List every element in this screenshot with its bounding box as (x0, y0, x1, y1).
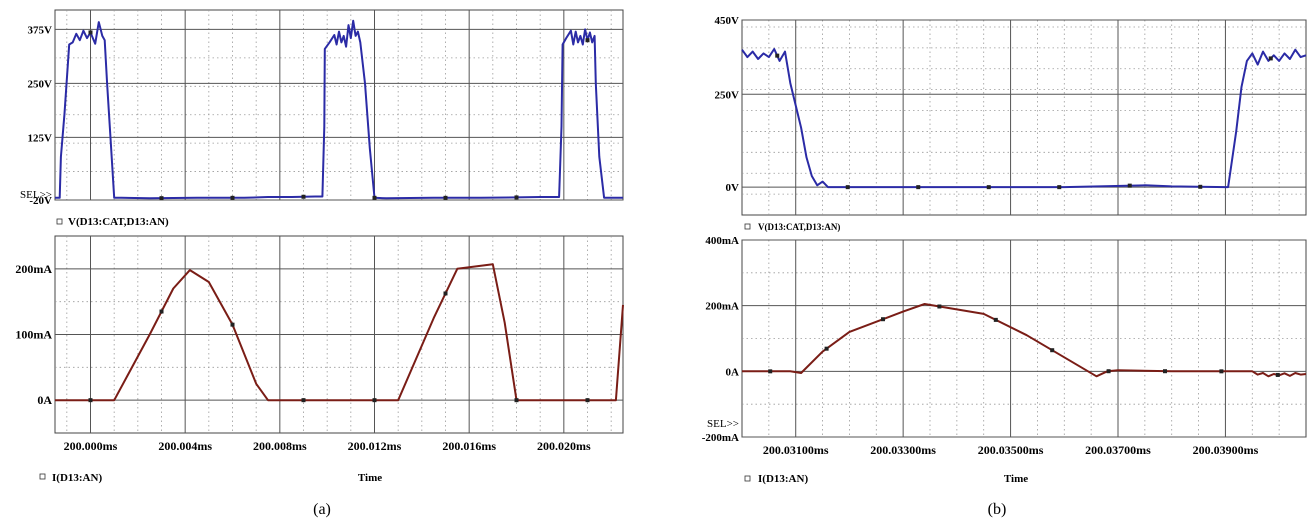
panel-a-current-y-tick-label: 200mA (15, 262, 52, 276)
panel-b-caption: (b) (988, 501, 1007, 518)
panel-a-current-x-tick-label: 200.012ms (348, 439, 402, 453)
panel-b-voltage-series-marker (986, 185, 991, 190)
panel-a-current-plot: 0A 100mA 200mA 200.000ms 200.004ms 200.008ms 2… (15, 235, 624, 484)
panel-b-voltage-series-marker (1057, 185, 1062, 190)
panel-a-voltage-series-marker (159, 196, 164, 201)
panel-a-voltage-series-marker (443, 195, 448, 200)
panel-a-voltage-series-line (55, 19, 623, 200)
panel-b-voltage-legend-marker (744, 223, 751, 230)
panel-a-current-y-tick-label: 100mA (15, 328, 52, 342)
panel-a-current-y-tick-label: 0A (37, 393, 52, 407)
panel-a-current-series-marker (514, 398, 519, 403)
panel-b-current-series-marker (1106, 369, 1111, 374)
panel-a-voltage-plot-content: -20V 125V 250V 375V (28, 10, 623, 207)
panel-a-current-series-marker (301, 398, 306, 403)
panel-a-current-series-marker (88, 398, 93, 403)
panel-a-current-series-marker (372, 398, 377, 403)
panel-b-current-x-tick-label: 200.03300ms (870, 443, 936, 457)
panel-b-voltage-series-marker (845, 185, 850, 190)
panel-a-voltage-sel-label: SEL>> (20, 189, 52, 201)
panel-b-current-y-tick-label: 400mA (705, 235, 739, 247)
panel-b-time-label: Time (1004, 473, 1028, 485)
panel-b-current-series-marker (993, 317, 998, 322)
panel-a-current-legend: I(D13:AN) (52, 472, 102, 484)
panel-a-voltage-y-tick-label: 250V (28, 78, 53, 90)
panel-a-voltage-plot: -20V 125V 250V 375V SEL>> V(D13:CAT,D13:AN) (20, 9, 624, 228)
panel-a-caption: (a) (313, 501, 331, 518)
panel-a-voltage-series-marker (372, 195, 377, 200)
panel-b-current-x-tick-label: 200.03500ms (978, 443, 1044, 457)
panel-b-voltage-y-tick-label: 0V (726, 182, 740, 194)
panel-b-voltage-y-tick-label: 250V (715, 89, 740, 101)
panel-b-current-plot: -200mA 0A 200mA 400mA 200.03100ms 200.03300ms… (702, 235, 1307, 485)
panel-a-voltage-series-marker (514, 195, 519, 200)
panel-b-current-series-marker (937, 304, 942, 309)
panel-b-current-series-marker (768, 369, 773, 374)
panel-b-current-y-tick-label: 200mA (705, 301, 739, 313)
panel-a-current-series-marker (443, 291, 448, 296)
panel-b-current-plot-area (741, 239, 1307, 438)
panel-b-current-legend: I(D13:AN) (758, 473, 808, 485)
panel-b-current-series-line (742, 303, 1307, 378)
panel-a-voltage-series-marker (230, 195, 235, 200)
panel-b-voltage-plot: 0V 250V 450V V(D13:CAT,D13:AN) (715, 15, 1307, 232)
panel-a-voltage-series-marker (301, 194, 306, 199)
panel-a-current-x-tick-label: 200.004ms (158, 439, 212, 453)
panel-b-current-series-marker (1163, 369, 1167, 374)
panel-b-current-legend-marker (744, 475, 751, 482)
panel-b-voltage-series-marker (1127, 183, 1132, 188)
panel-b: 0V 250V 450V V(D13:CAT,D13:AN) -200mA 0A 200… (702, 15, 1307, 518)
panel-a-voltage-legend-marker (56, 218, 63, 225)
panel-b-current-y-tick-label: -200mA (702, 432, 739, 444)
panel-b-current-series-marker (824, 346, 829, 351)
panel-b-current-x-tick-label: 200.03900ms (1193, 443, 1259, 457)
panel-b-current-plot-content: -200mA 0A 200mA 400mA 200.03100ms 200.03300ms… (702, 235, 1307, 457)
panel-a-current-series-marker (230, 322, 235, 327)
panel-b-current-sel-label: SEL>> (707, 418, 739, 430)
panel-a-voltage-legend: V(D13:CAT,D13:AN) (68, 216, 169, 228)
panel-b-voltage-series-marker (1198, 184, 1203, 189)
panel-a: -20V 125V 250V 375V SEL>> V(D13:CAT,D13:AN)… (15, 9, 624, 518)
panel-a-voltage-series-marker (585, 38, 590, 43)
panel-a-voltage-y-tick-label: 125V (28, 132, 53, 144)
panel-a-current-plot-content: 0A 100mA 200mA 200.000ms 200.004ms 200.008ms 2… (15, 236, 624, 453)
panel-a-current-x-tick-label: 200.008ms (253, 439, 307, 453)
panel-a-current-series-marker (159, 309, 164, 314)
panel-a-current-series-marker (585, 398, 590, 403)
panel-a-current-x-tick-label: 200.016ms (442, 439, 496, 453)
panel-a-voltage-y-tick-label: -20V (29, 195, 52, 207)
panel-b-current-series-marker (1219, 369, 1224, 374)
panel-b-voltage-y-tick-label: 450V (715, 15, 740, 27)
panel-a-voltage-series-marker (88, 30, 93, 35)
panel-b-voltage-legend: V(D13:CAT,D13:AN) (758, 222, 840, 232)
panel-a-current-x-tick-label: 200.020ms (537, 439, 591, 453)
panel-b-current-series-marker (881, 317, 885, 322)
panel-b-voltage-series-marker (916, 185, 921, 190)
panel-b-current-x-tick-label: 200.03100ms (763, 443, 829, 457)
panel-a-current-x-tick-label: 200.000ms (64, 439, 118, 453)
panel-a-time-label: Time (358, 472, 382, 484)
panel-b-current-x-tick-label: 200.03700ms (1085, 443, 1151, 457)
panel-b-current-series-marker (1050, 348, 1055, 353)
panel-b-voltage-plot-area (741, 19, 1307, 216)
panel-a-voltage-plot-area (54, 9, 624, 201)
panel-b-voltage-series-marker (1268, 56, 1273, 61)
panel-b-voltage-plot-content: 0V 250V 450V (715, 15, 1307, 215)
panel-b-current-series-marker (1275, 372, 1280, 377)
panel-b-voltage-series-marker (775, 53, 780, 58)
panel-b-current-y-tick-label: 0A (726, 366, 740, 378)
panel-a-voltage-y-tick-label: 375V (28, 24, 53, 36)
panel-a-current-legend-marker (39, 473, 46, 480)
